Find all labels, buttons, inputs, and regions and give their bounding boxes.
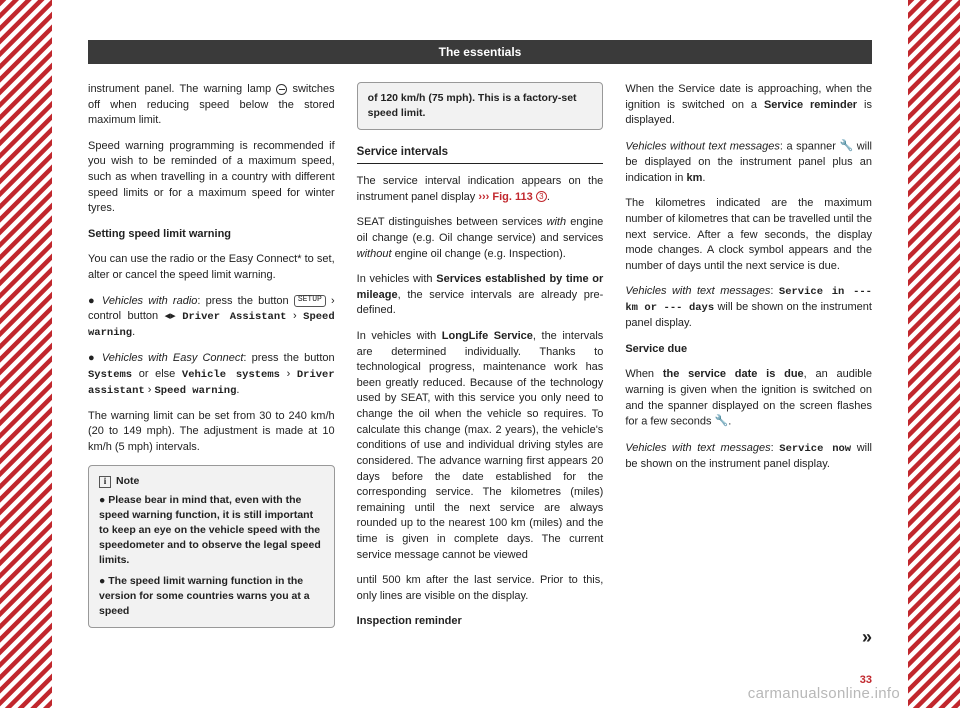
t: Note [116,474,139,489]
para: Vehicles with text messages: Service in … [625,284,872,331]
right-stripe [908,0,960,708]
t: km [686,172,702,184]
t: instrument panel. The warning lamp [88,83,276,95]
t: Service now [779,443,851,455]
para: until 500 km after the last service. Pri… [357,573,604,604]
left-stripe [0,0,52,708]
t: SEAT distinguishes between services [357,216,547,228]
inline-heading: Service due [625,342,872,358]
callout-number-icon: 3 [536,191,547,202]
spanner-icon: 🔧 [839,139,853,155]
t: Vehicles without text messages [625,141,780,153]
t: In vehicles with [357,273,437,285]
note-line: ● The speed limit warning function in th… [99,574,324,619]
note-line: ● Please bear in mind that, even with th… [99,493,324,568]
t: with [547,216,567,228]
para: The warning limit can be set from 30 to … [88,409,335,456]
bullet: ● Vehicles with Easy Connect: press the … [88,351,335,398]
t: : [771,442,780,454]
para: You can use the radio or the Easy Connec… [88,252,335,283]
note-title: i Note [99,474,324,489]
inline-heading: Inspection reminder [357,614,604,630]
t: Driver Assistant [182,311,286,323]
para: When the Service date is approaching, wh… [625,82,872,129]
para: The kilometres indicated are the maximum… [625,196,872,274]
para: SEAT distinguishes between services with… [357,215,604,262]
t: or else [132,368,182,380]
text-columns: instrument panel. The warning lamp switc… [88,82,872,642]
section-heading: Service intervals [357,144,604,164]
setup-button-icon: SETUP [294,295,326,307]
para: Vehicles with text messages: Service now… [625,441,872,473]
note-box: i Note ● Please bear in mind that, even … [88,465,335,627]
t: Vehicle systems [182,369,280,381]
t: , the intervals are determined individua… [357,330,604,561]
arrow-icon: ◂▸ [165,310,176,322]
para: In vehicles with LongLife Service, the i… [357,329,604,563]
t: without [357,248,392,260]
info-icon: i [99,476,111,488]
t: : [770,285,779,297]
crossref-icon: ››› [478,191,492,203]
spanner-icon: 🔧 [715,414,729,430]
t: the service date is due [663,368,804,380]
t: Systems [88,369,132,381]
t: › [280,368,297,380]
t: : a spanner [780,141,840,153]
t: Speed warning [155,385,237,397]
warning-lamp-icon [276,84,287,95]
t: When [625,368,663,380]
para: instrument panel. The warning lamp switc… [88,82,335,129]
t: Vehicles with text messages [625,285,770,297]
t: Vehicles with Easy Connect [102,352,244,364]
t: › [286,310,303,322]
inline-heading: Setting speed limit warning [88,227,335,243]
para: Vehicles without text messages: a spanne… [625,139,872,187]
t: Vehicles with text messages [625,442,770,454]
bullet: ● Vehicles with radio: press the button … [88,294,335,341]
t: : press the button [243,352,334,364]
page-header: The essentials [88,40,872,64]
t: engine oil change (e.g. Inspection). [392,248,566,260]
t: : press the button [197,295,293,307]
t: Service reminder [764,99,857,111]
crossref: Fig. 113 [492,191,532,203]
page-body: The essentials instrument panel. The war… [52,0,908,708]
para: Speed warning programming is recommended… [88,139,335,217]
continuation-mark: » [862,627,872,648]
para: In vehicles with Services established by… [357,272,604,319]
para: When the service date is due, an audible… [625,367,872,430]
t: LongLife Service [442,330,533,342]
t: › [145,384,155,396]
para: The service interval indication appears … [357,174,604,205]
t: Vehicles with radio [102,295,198,307]
watermark: carmanualsonline.info [748,685,900,702]
callout-box: of 120 km/h (75 mph). This is a factory-… [357,82,604,130]
t: In vehicles with [357,330,442,342]
